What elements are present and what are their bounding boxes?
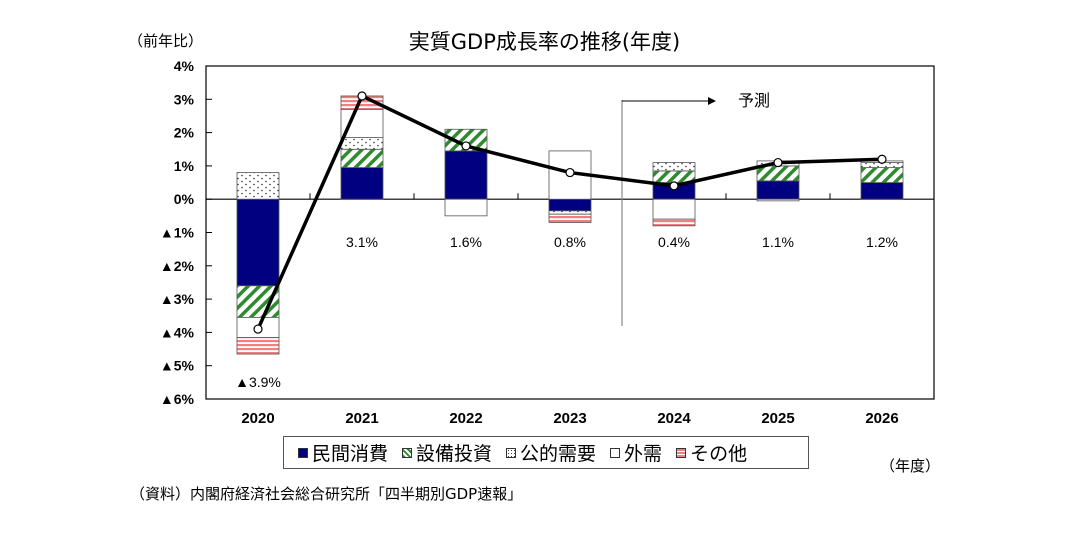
plot-frame [205,65,935,400]
y-tick-label: ▲1% [160,225,195,241]
bar-segment-capex [444,128,488,152]
gdp-growth-point [877,154,887,164]
x-tick-label: 2020 [241,410,274,427]
y-tick-label: 2% [174,125,195,141]
legend-item-external: 外需 [610,439,662,466]
chart-legend: 民間消費 設備投資 公的需要 外需 その他 [283,436,809,469]
x-tick-label: 2026 [865,410,898,427]
legend-item-private: 民間消費 [298,439,388,466]
bar-segment-capex [756,165,800,182]
gdp-growth-point [773,157,783,168]
data-label: 1.1% [762,234,794,250]
x-axis-unit-label: （年度） [880,457,941,475]
x-tick-label: 2025 [761,410,794,427]
chart-title: 実質GDP成長率の推移(年度) [408,30,681,54]
gdp-growth-point [253,324,263,334]
legend-item-capex: 設備投資 [402,439,492,466]
y-tick-label: ▲5% [160,358,195,374]
bar-segment-external [652,198,696,220]
legend-label: 設備投資 [416,443,493,465]
bar-segment-private [236,198,280,287]
data-label: ▲3.9% [235,374,281,390]
x-tick-label: 2022 [449,410,482,427]
forecast-label: 予測 [738,91,770,110]
bar-segment-capex [236,285,280,318]
y-tick-label: ▲3% [160,291,195,307]
legend-label: 外需 [624,443,663,465]
x-tick-label: 2021 [345,410,378,427]
legend-swatch [298,447,308,458]
y-tick-label: 0% [174,191,195,207]
bar-segment-public [236,172,280,200]
bar-segment-private [548,198,592,212]
gdp-growth-point [461,141,471,151]
bar-segment-external [756,198,800,202]
bar-segment-other [652,218,696,227]
bar-segment-other [236,336,280,355]
bar-segment-other [548,213,592,223]
bar-segment-private [756,180,800,200]
data-label: 0.8% [554,234,586,250]
legend-item-other: その他 [676,439,747,466]
y-axis-unit-label: （前年比） [128,32,204,50]
y-tick-label: 4% [174,58,195,74]
source-note: （資料）内閣府経済社会総合研究所「四半期別GDP速報」 [130,485,523,503]
y-tick-label: 1% [174,158,195,174]
data-label: 3.1% [346,234,378,250]
y-tick-label: 3% [174,91,195,107]
bar-segment-private [860,182,904,200]
forecast-arrow-head [708,97,716,105]
legend-label: その他 [690,443,748,465]
legend-item-public: 公的需要 [506,439,596,466]
data-label: 0.4% [658,234,690,250]
bar-segment-private [340,167,384,200]
data-label: 1.2% [866,234,898,250]
data-label: 1.6% [450,234,482,250]
bar-segment-external [340,108,384,138]
gdp-growth-point [357,91,367,101]
bar-segment-capex [860,167,904,183]
bar-segment-public [340,137,384,150]
legend-label: 公的需要 [520,443,597,465]
y-tick-label: ▲4% [160,324,195,340]
gdp-growth-point [565,167,575,178]
y-tick-label: ▲2% [160,258,195,274]
bar-segment-external [444,198,488,217]
gdp-growth-point [669,181,679,191]
legend-swatch [506,447,517,458]
legend-swatch [676,447,687,458]
bar-segment-private [444,150,488,200]
legend-swatch [402,447,413,458]
x-tick-label: 2023 [553,410,586,427]
legend-label: 民間消費 [312,443,389,465]
bar-segment-public [548,210,592,215]
bar-segment-capex [340,148,384,168]
legend-swatch [610,447,621,458]
bar-segment-public [652,162,696,172]
y-tick-label: ▲6% [160,391,195,407]
x-tick-label: 2024 [657,410,691,427]
